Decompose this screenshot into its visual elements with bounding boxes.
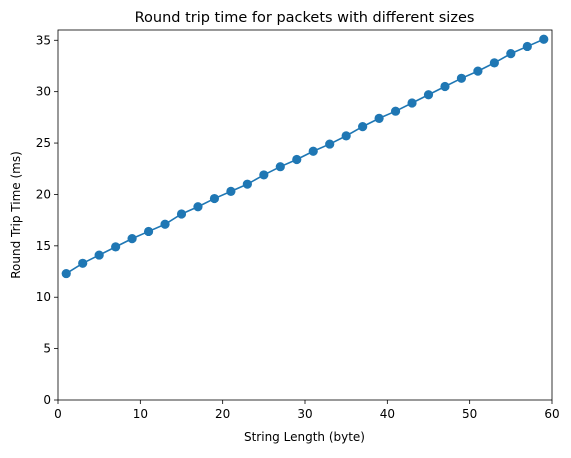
data-point <box>127 234 137 244</box>
x-tick-label: 0 <box>54 407 62 421</box>
y-tick-label: 5 <box>43 342 51 356</box>
data-point <box>193 202 203 212</box>
y-axis-label: Round Trip Time (ms) <box>9 151 23 279</box>
y-tick-label: 35 <box>36 33 51 47</box>
plot-area: 0 10 20 30 40 50 60 0 5 10 15 20 25 30 35 <box>36 29 560 421</box>
data-point <box>341 131 351 141</box>
data-point <box>440 81 450 92</box>
x-tick-label: 60 <box>544 407 559 421</box>
y-tick-label: 0 <box>43 393 51 407</box>
y-tick-label: 20 <box>36 187 51 201</box>
y-tick-label: 15 <box>36 239 51 253</box>
data-point <box>259 170 269 180</box>
data-point <box>275 162 285 172</box>
data-point <box>242 179 252 189</box>
x-tick-label: 30 <box>297 407 312 421</box>
data-point <box>407 98 417 108</box>
data-point <box>308 146 318 156</box>
data-point <box>522 41 532 52</box>
data-point <box>143 226 154 237</box>
data-point <box>473 66 483 76</box>
chart-title: Round trip time for packets with differe… <box>135 10 475 26</box>
data-point <box>456 73 467 83</box>
axes-frame <box>57 29 553 401</box>
data-point <box>61 268 71 279</box>
y-tick-label: 10 <box>36 290 51 304</box>
data-point <box>176 209 187 219</box>
series-line <box>65 38 545 275</box>
data-point <box>423 90 434 100</box>
data-point <box>111 242 121 252</box>
data-point <box>78 258 88 268</box>
data-point <box>390 106 401 116</box>
data-point <box>325 139 335 149</box>
x-tick-label: 20 <box>215 407 230 421</box>
data-point <box>160 219 170 229</box>
data-point <box>209 193 220 204</box>
x-tick-label: 10 <box>133 407 148 421</box>
data-point <box>358 122 368 132</box>
y-tick-label: 25 <box>36 136 51 150</box>
data-point <box>374 113 384 123</box>
data-point <box>539 34 549 44</box>
data-point <box>226 186 236 196</box>
data-point <box>292 154 302 165</box>
data-point <box>489 58 499 68</box>
data-point <box>94 250 104 260</box>
data-point <box>506 49 516 59</box>
x-tick-label: 50 <box>462 407 477 421</box>
x-axis-label: String Length (byte) <box>244 430 365 444</box>
y-tick-label: 30 <box>36 85 51 99</box>
x-tick-label: 40 <box>380 407 395 421</box>
